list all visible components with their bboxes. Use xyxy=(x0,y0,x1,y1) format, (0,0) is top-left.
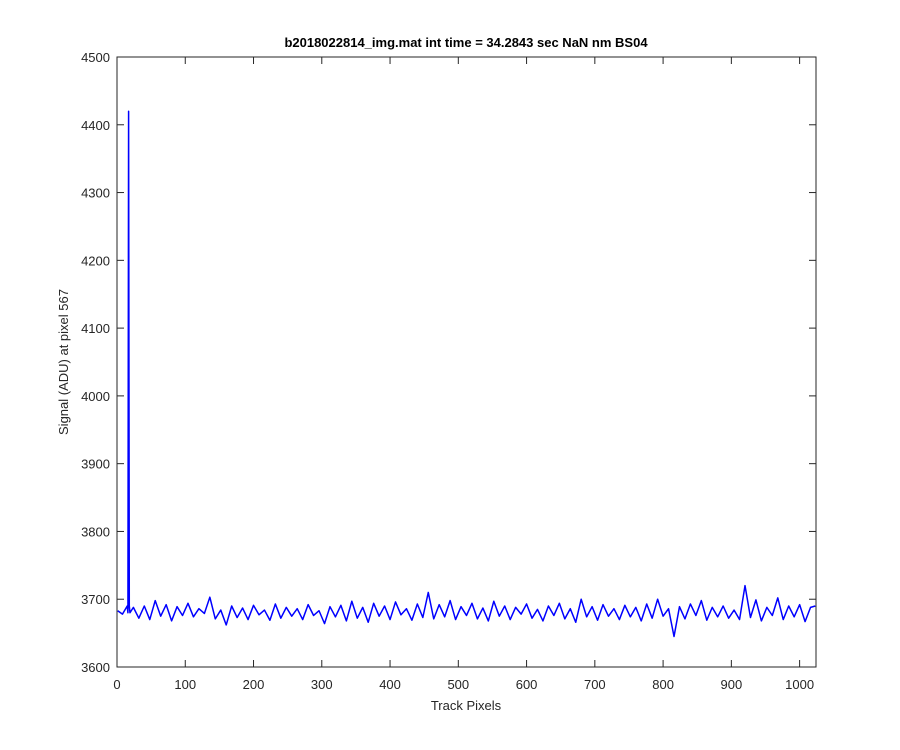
x-axis-label: Track Pixels xyxy=(431,698,502,713)
y-tick-label: 4000 xyxy=(81,389,110,404)
y-tick-label: 4300 xyxy=(81,186,110,201)
y-tick-label: 4500 xyxy=(81,50,110,65)
y-tick-label: 4400 xyxy=(81,118,110,133)
y-tick-label: 3700 xyxy=(81,592,110,607)
data-line xyxy=(117,110,816,638)
x-tick-label: 900 xyxy=(721,677,743,692)
chart-title: b2018022814_img.mat int time = 34.2843 s… xyxy=(284,35,648,50)
x-tick-label: 400 xyxy=(379,677,401,692)
x-tick-label: 600 xyxy=(516,677,538,692)
x-tick-label: 200 xyxy=(243,677,265,692)
x-tick-label: 1000 xyxy=(785,677,814,692)
x-tick-label: 0 xyxy=(113,677,120,692)
x-tick-label: 800 xyxy=(652,677,674,692)
y-tick-label: 3800 xyxy=(81,524,110,539)
x-tick-label: 300 xyxy=(311,677,333,692)
x-tick-label: 700 xyxy=(584,677,606,692)
y-tick-label: 4100 xyxy=(81,321,110,336)
y-axis-label: Signal (ADU) at pixel 567 xyxy=(56,289,71,435)
plot-frame xyxy=(116,56,817,668)
x-tick-label: 500 xyxy=(447,677,469,692)
y-tick-label: 4200 xyxy=(81,253,110,268)
y-tick-label: 3900 xyxy=(81,457,110,472)
y-tick-label: 3600 xyxy=(81,660,110,675)
x-tick-label: 100 xyxy=(174,677,196,692)
